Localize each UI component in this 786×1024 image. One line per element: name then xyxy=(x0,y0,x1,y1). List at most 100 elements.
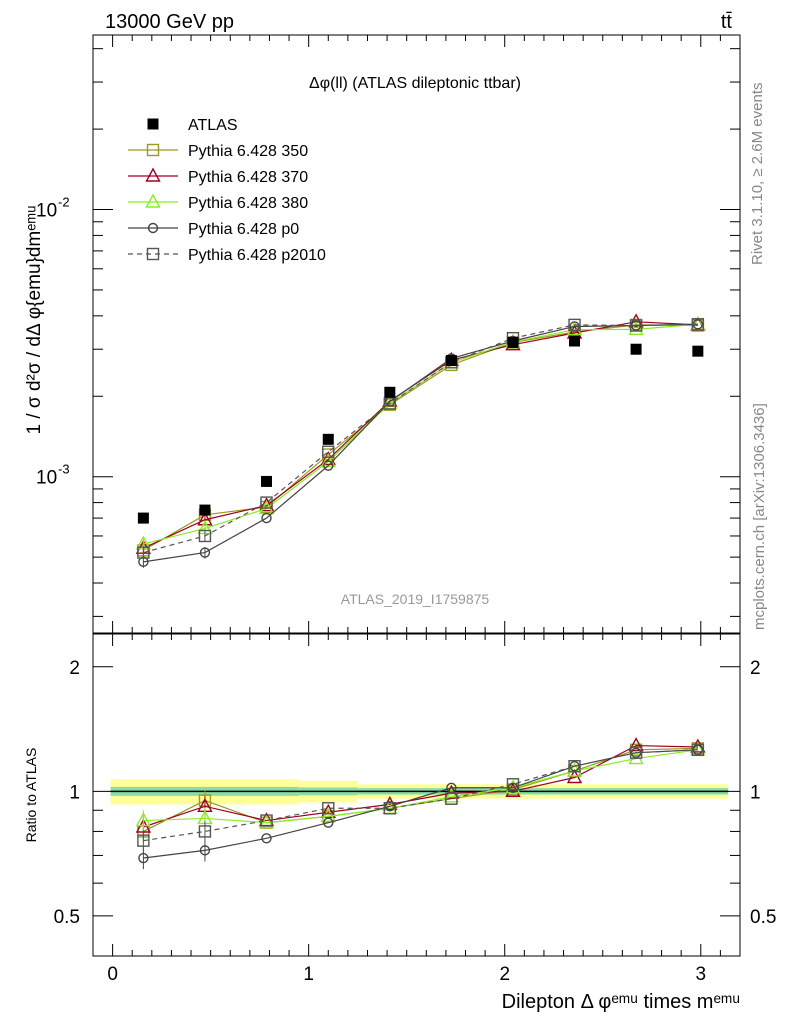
data-point xyxy=(630,343,642,355)
legend: ATLAS Pythia 6.428 350 Pythia 6.428 370 Pyt… xyxy=(128,117,326,264)
ratio-series-line xyxy=(143,744,698,828)
data-point xyxy=(322,433,334,445)
data-point xyxy=(445,355,457,367)
ratio-point xyxy=(446,782,457,793)
series-point xyxy=(691,318,705,331)
legend-marker xyxy=(145,193,161,208)
y-tick-label: 10 xyxy=(36,468,57,489)
legend-label: Pythia 6.428 350 xyxy=(188,143,308,160)
data-point xyxy=(261,475,273,487)
ratio-y-tick-label: 1 xyxy=(69,782,80,803)
ratio-point xyxy=(322,802,335,815)
series-point xyxy=(260,496,273,509)
ratio-y-tick-label: 0.5 xyxy=(54,907,80,928)
ratio-point xyxy=(323,817,334,828)
ratio-point xyxy=(443,788,460,803)
series-line xyxy=(143,323,698,554)
ratio-point xyxy=(320,807,336,823)
legend-marker xyxy=(146,247,160,261)
data-point xyxy=(692,345,704,357)
ratio-point xyxy=(507,782,519,793)
ratio-point xyxy=(199,845,211,856)
legend-item: Pythia 6.428 p0 xyxy=(128,221,299,238)
ratio-axes: 0.5 0.5 1 1 2 2 xyxy=(54,634,776,957)
ratio-point xyxy=(138,852,149,864)
y-tick-label: 10 xyxy=(36,201,57,222)
legend-marker xyxy=(147,222,159,234)
legend-item: Pythia 6.428 370 xyxy=(128,167,308,186)
main-panel: 10-310-2 Δφ(ll) (ATLAS dileptonic ttbar)… xyxy=(24,34,741,634)
main-panel-frame xyxy=(92,34,741,634)
ratio-point xyxy=(320,803,336,818)
legend-label: Pythia 6.428 p2010 xyxy=(188,247,326,264)
data-point xyxy=(384,386,396,398)
ratio-point xyxy=(443,784,460,799)
ratio-point xyxy=(506,778,520,791)
header-right-label: tt̄ xyxy=(721,11,733,33)
series-point xyxy=(199,547,211,558)
x-tick-label: 2 xyxy=(499,964,510,985)
legend-item: Pythia 6.428 350 xyxy=(128,143,308,160)
side-label-rivet: Rivet 3.1.10, ≥ 2.6M events xyxy=(749,83,766,266)
data-point xyxy=(137,512,149,524)
series-point xyxy=(568,318,581,332)
series-point xyxy=(320,453,336,468)
legend-label: ATLAS xyxy=(188,117,238,134)
main-axes: 10-310-2 xyxy=(36,35,740,633)
ratio-point xyxy=(384,801,396,812)
ratio-point xyxy=(445,792,458,805)
series-point xyxy=(628,313,644,328)
chart-title: Δφ(ll) (ATLAS dileptonic ttbar) xyxy=(309,75,521,92)
main-series-group xyxy=(135,313,706,568)
legend-marker xyxy=(145,167,161,182)
x-tick-label: 1 xyxy=(303,964,314,985)
ratio-point xyxy=(691,743,705,756)
ratio-y-tick-label: 2 xyxy=(750,658,761,679)
legend-marker xyxy=(147,118,159,130)
ratio-point xyxy=(568,760,581,773)
ratio-point xyxy=(137,834,150,847)
legend-label: Pythia 6.428 370 xyxy=(188,169,308,186)
series-point xyxy=(323,460,334,471)
legend-label: Pythia 6.428 p0 xyxy=(188,221,299,238)
ratio-point xyxy=(135,812,152,827)
series-point xyxy=(629,319,643,332)
series-point xyxy=(383,397,397,410)
series-line xyxy=(143,324,698,551)
series-line xyxy=(143,321,698,549)
y-tick-label-exponent: -2 xyxy=(58,195,70,210)
watermark-label: ATLAS_2019_I1759875 xyxy=(341,591,490,607)
ratio-series-line xyxy=(143,749,698,842)
x-tick-label: 3 xyxy=(695,964,706,985)
y-axis-label: 1 / σ d²σ / dΔ φ{emu}dmᵉᵐᵘ xyxy=(24,206,45,435)
legend-item: Pythia 6.428 p2010 xyxy=(128,247,326,264)
ratio-y-tick-label: 2 xyxy=(69,658,80,679)
x-tick-label: 0 xyxy=(107,964,118,985)
legend-item: ATLAS xyxy=(147,117,238,134)
series-point xyxy=(566,321,583,336)
data-point xyxy=(569,335,581,347)
ratio-y-axis-label: Ratio to ATLAS xyxy=(23,748,39,843)
series-point xyxy=(198,529,212,543)
side-label-mcplots: mcplots.cern.ch [arXiv:1306.3436] xyxy=(751,403,768,630)
series-line xyxy=(143,323,698,563)
ratio-point xyxy=(383,802,397,815)
ratio-uncertainty-band xyxy=(110,779,729,805)
data-point xyxy=(199,504,211,516)
ratio-panel-frame xyxy=(92,633,741,957)
legend-marker xyxy=(146,143,160,157)
ratio-series-group xyxy=(135,737,706,870)
ratio-series-line xyxy=(143,749,698,824)
series-point xyxy=(137,546,150,559)
ratio-point xyxy=(569,761,580,772)
ratio-y-tick-label: 1 xyxy=(750,782,761,803)
data-point xyxy=(507,336,519,348)
series-point xyxy=(261,512,272,524)
ratio-y-tick-label: 0.5 xyxy=(750,907,776,928)
ratio-point xyxy=(198,825,212,838)
series-point xyxy=(322,445,335,458)
header-left-label: 13000 GeV pp xyxy=(105,11,234,33)
legend-label: Pythia 6.428 380 xyxy=(188,195,308,212)
y-tick-label-exponent: -3 xyxy=(58,462,70,477)
